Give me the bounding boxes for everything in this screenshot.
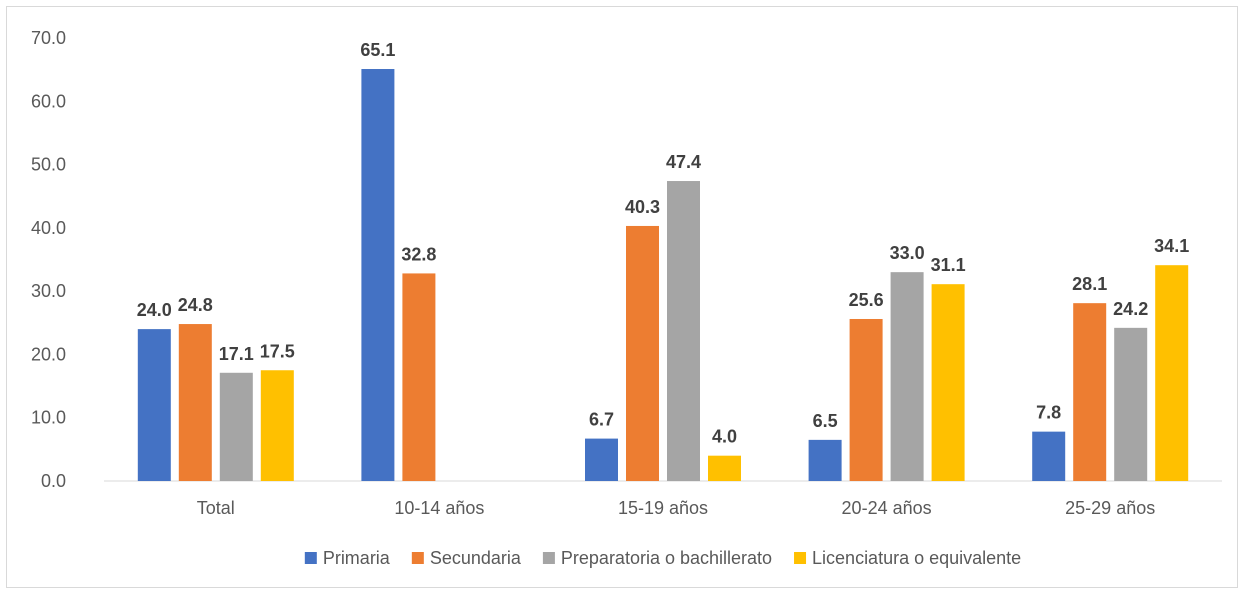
y-tick-label: 20.0 xyxy=(31,344,66,364)
y-tick-label: 10.0 xyxy=(31,408,66,428)
bar xyxy=(260,370,294,481)
data-label: 47.4 xyxy=(666,152,701,172)
data-label: 24.0 xyxy=(137,300,172,320)
bar xyxy=(890,272,924,481)
data-label: 25.6 xyxy=(849,290,884,310)
data-label: 31.1 xyxy=(931,255,966,275)
data-label: 4.0 xyxy=(712,427,737,447)
bar xyxy=(808,439,842,481)
y-tick-label: 70.0 xyxy=(31,28,66,48)
legend-label: Secundaria xyxy=(430,548,522,568)
data-label: 65.1 xyxy=(360,40,395,60)
data-label: 34.1 xyxy=(1154,236,1189,256)
data-label: 28.1 xyxy=(1072,274,1107,294)
bar xyxy=(1032,431,1066,481)
bar xyxy=(178,324,212,481)
data-label: 6.5 xyxy=(813,411,838,431)
legend-label: Licenciatura o equivalente xyxy=(812,548,1021,568)
legend-label: Preparatoria o bachillerato xyxy=(561,548,772,568)
data-label: 17.5 xyxy=(260,341,295,361)
bar xyxy=(667,181,700,482)
bar xyxy=(361,69,395,481)
data-label: 17.1 xyxy=(219,344,254,364)
data-label: 24.8 xyxy=(178,295,213,315)
x-tick-label: Total xyxy=(197,498,235,518)
bar xyxy=(1155,265,1189,481)
bar xyxy=(931,284,965,481)
legend-swatch xyxy=(304,552,317,564)
legend-swatch xyxy=(411,552,424,564)
bar xyxy=(1114,327,1148,481)
y-tick-label: 60.0 xyxy=(31,91,66,111)
data-label: 6.7 xyxy=(589,410,614,430)
legend-label: Primaria xyxy=(323,548,391,568)
bar xyxy=(708,455,741,481)
legend-swatch xyxy=(794,552,807,564)
data-label: 24.2 xyxy=(1113,299,1148,319)
legend-swatch xyxy=(542,552,555,564)
data-label: 32.8 xyxy=(401,244,436,264)
bar xyxy=(1073,303,1107,481)
bar xyxy=(219,372,253,481)
data-label: 40.3 xyxy=(625,197,660,217)
bar xyxy=(849,318,883,481)
y-tick-label: 30.0 xyxy=(31,281,66,301)
x-tick-label: 10-14 años xyxy=(394,498,484,518)
y-tick-label: 40.0 xyxy=(31,218,66,238)
data-label: 33.0 xyxy=(890,243,925,263)
bar xyxy=(626,225,659,481)
bar xyxy=(585,438,618,481)
x-tick-label: 20-24 años xyxy=(842,498,932,518)
x-tick-label: 15-19 años xyxy=(618,498,708,518)
data-label: 7.8 xyxy=(1036,403,1061,423)
bar xyxy=(137,329,171,481)
y-tick-label: 50.0 xyxy=(31,155,66,175)
bar xyxy=(402,273,436,481)
x-tick-label: 25-29 años xyxy=(1065,498,1155,518)
chart-frame xyxy=(6,6,1238,588)
y-tick-label: 0.0 xyxy=(41,471,66,491)
